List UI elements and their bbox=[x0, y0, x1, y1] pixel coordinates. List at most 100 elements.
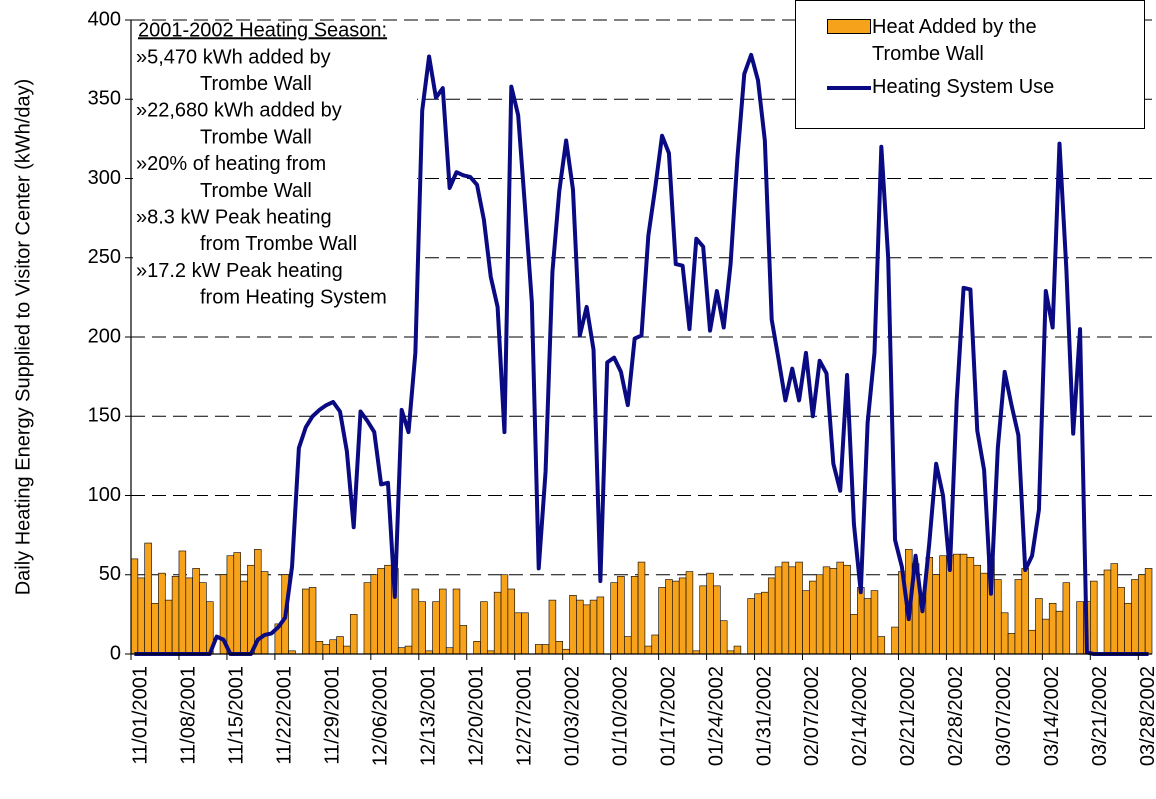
x-tick-label: 01/31/2002 bbox=[753, 666, 775, 766]
bar bbox=[589, 599, 598, 655]
bar bbox=[302, 588, 310, 655]
legend-label: Heat Added by the Trombe Wall bbox=[872, 16, 1037, 65]
bar bbox=[404, 645, 413, 655]
bar bbox=[1117, 587, 1125, 655]
bar bbox=[1076, 601, 1084, 655]
bar bbox=[363, 582, 372, 655]
bar bbox=[514, 612, 522, 655]
x-tick-label: 12/06/2001 bbox=[370, 666, 392, 766]
bar bbox=[932, 574, 940, 655]
bar bbox=[767, 577, 776, 655]
bar bbox=[891, 626, 899, 655]
bar bbox=[192, 568, 200, 655]
bar bbox=[576, 599, 584, 655]
bar bbox=[137, 577, 146, 655]
x-tick-label: 01/10/2002 bbox=[609, 666, 631, 766]
bar bbox=[226, 555, 235, 655]
bar bbox=[555, 641, 563, 655]
bar bbox=[562, 648, 570, 655]
annotation-line: »17.2 kW Peak heating bbox=[136, 260, 343, 282]
bar bbox=[815, 574, 824, 655]
bar bbox=[747, 598, 755, 655]
bar bbox=[384, 564, 392, 655]
bar bbox=[973, 564, 981, 655]
legend-swatch bbox=[827, 86, 871, 90]
annotation-line: from Heating System bbox=[200, 287, 387, 309]
bar bbox=[1103, 569, 1112, 655]
x-tick-label: 02/07/2002 bbox=[801, 666, 823, 766]
bar bbox=[843, 564, 851, 655]
x-tick-label: 02/21/2002 bbox=[897, 666, 919, 766]
bar bbox=[541, 644, 550, 655]
legend-swatch bbox=[827, 19, 871, 34]
bar bbox=[1062, 582, 1071, 655]
bar bbox=[473, 641, 481, 655]
annotation-line: Trombe Wall bbox=[200, 73, 312, 95]
legend-item: Heating System Use bbox=[827, 74, 1072, 101]
bar bbox=[144, 542, 152, 655]
bar bbox=[247, 564, 255, 655]
annotation-line: »22,680 kWh added by bbox=[136, 100, 342, 122]
y-tick-label: 300 bbox=[88, 167, 121, 189]
y-tick-label: 250 bbox=[88, 246, 121, 268]
bar bbox=[500, 574, 509, 655]
bar bbox=[507, 588, 516, 655]
x-tick-label: 12/20/2001 bbox=[465, 666, 487, 766]
bar bbox=[322, 644, 331, 655]
annotation-line: Trombe Wall bbox=[200, 126, 312, 148]
bar bbox=[1090, 580, 1098, 655]
annotation-box bbox=[133, 21, 417, 313]
bar bbox=[534, 644, 543, 655]
y-tick-label: 0 bbox=[110, 642, 121, 664]
bar bbox=[349, 614, 358, 655]
bar bbox=[445, 647, 454, 655]
bar bbox=[493, 591, 502, 655]
y-axis-title: Daily Heating Energy Supplied to Visitor… bbox=[12, 79, 34, 596]
bar bbox=[624, 636, 632, 655]
bar bbox=[672, 580, 680, 655]
annotation-line: »5,470 kWh added by bbox=[136, 46, 331, 68]
bar bbox=[651, 634, 659, 655]
x-tick-label: 03/28/2002 bbox=[1137, 666, 1156, 766]
bar bbox=[644, 645, 653, 655]
bar bbox=[418, 601, 426, 655]
bar bbox=[411, 588, 420, 655]
bar bbox=[1110, 563, 1119, 655]
bar bbox=[1137, 574, 1146, 655]
bar bbox=[952, 553, 961, 655]
bar bbox=[397, 647, 406, 655]
bar bbox=[329, 639, 337, 655]
bar bbox=[185, 577, 193, 655]
bar bbox=[610, 582, 618, 655]
bar bbox=[199, 582, 207, 655]
annotation-line: from Trombe Wall bbox=[200, 233, 357, 255]
bar bbox=[630, 576, 639, 655]
bar bbox=[658, 587, 666, 655]
bar bbox=[596, 596, 605, 655]
bar bbox=[720, 620, 728, 655]
bar bbox=[1042, 618, 1050, 655]
y-tick-label: 350 bbox=[88, 88, 121, 110]
x-tick-label: 03/21/2002 bbox=[1089, 666, 1111, 766]
bar bbox=[377, 568, 385, 655]
bar bbox=[857, 587, 865, 655]
bar bbox=[151, 602, 159, 655]
bar bbox=[1000, 612, 1009, 655]
bar bbox=[452, 588, 461, 655]
legend: Heat Added by the Trombe Wall Heating Sy… bbox=[795, 0, 1145, 129]
bar bbox=[308, 587, 317, 655]
annotation-line: »8.3 kW Peak heating bbox=[136, 206, 332, 228]
bar bbox=[158, 572, 166, 655]
bar bbox=[761, 591, 769, 655]
bar bbox=[781, 561, 790, 655]
bar bbox=[713, 585, 721, 655]
bar bbox=[1144, 568, 1153, 655]
bar bbox=[939, 555, 947, 655]
bar bbox=[788, 566, 796, 655]
annotation-line: Trombe Wall bbox=[200, 180, 312, 202]
bar bbox=[980, 572, 988, 655]
bar bbox=[959, 553, 968, 655]
y-tick-label: 400 bbox=[88, 8, 121, 30]
bar bbox=[164, 599, 173, 655]
